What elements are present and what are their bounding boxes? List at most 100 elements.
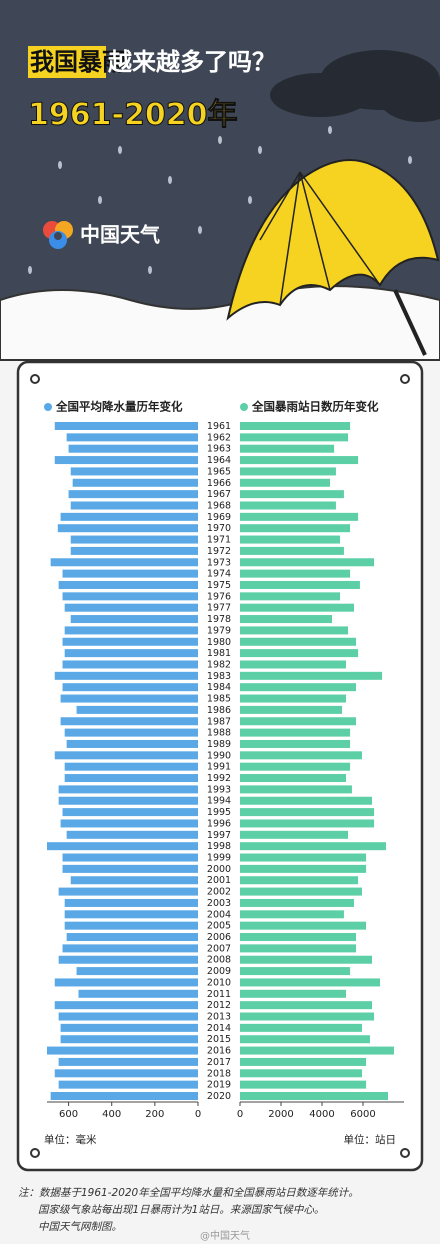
year-label: 1974: [207, 569, 231, 580]
unit-label: 单位：站日: [344, 1133, 397, 1146]
bar: [240, 535, 341, 544]
year-label: 2007: [207, 943, 231, 954]
year-label: 2000: [207, 864, 231, 875]
year-label: 1978: [207, 614, 231, 625]
bar: [240, 955, 373, 964]
bar: [240, 933, 357, 942]
umbrella-handle: [393, 289, 427, 356]
year-label: 1967: [207, 489, 231, 500]
bar: [240, 671, 383, 680]
bar: [64, 762, 198, 771]
bar: [60, 819, 199, 828]
bar: [54, 1001, 198, 1010]
bar: [240, 864, 367, 873]
legend-marker: [44, 403, 52, 411]
bar: [54, 751, 198, 760]
bar: [60, 1035, 199, 1044]
bar: [54, 456, 198, 465]
bar: [240, 1046, 394, 1055]
footnote: 中国天气网制图。: [38, 1221, 122, 1233]
year-label: 1997: [207, 830, 231, 841]
bar: [240, 467, 336, 476]
bar: [240, 444, 335, 453]
bar: [54, 671, 198, 680]
bar: [240, 774, 346, 783]
bar: [68, 444, 198, 453]
logo-icon: [43, 221, 73, 249]
bar: [240, 660, 346, 669]
year-label: 2013: [207, 1012, 231, 1023]
bar: [240, 842, 386, 851]
bar: [240, 546, 344, 555]
ground-wave: [0, 285, 440, 361]
year-label: 1996: [207, 818, 231, 829]
bar: [76, 705, 198, 714]
year-label: 1962: [207, 432, 231, 443]
bar: [240, 694, 346, 703]
year-label: 1980: [207, 637, 231, 648]
unit-label: 单位：毫米: [44, 1133, 97, 1146]
bar: [58, 955, 198, 964]
legend-label: 全国平均降水量历年变化: [55, 400, 183, 414]
year-label: 2018: [207, 1068, 231, 1079]
bar: [240, 717, 357, 726]
x-tick-label: 0: [237, 1109, 243, 1120]
bar: [240, 739, 351, 748]
year-label: 1984: [207, 682, 231, 693]
year-label: 1964: [207, 455, 231, 466]
bar: [240, 569, 351, 578]
bar: [54, 978, 198, 987]
x-tick-label: 0: [195, 1109, 201, 1120]
year-label: 2015: [207, 1034, 231, 1045]
bar: [58, 580, 198, 589]
year-label: 1994: [207, 796, 231, 807]
bar: [240, 705, 343, 714]
bar: [240, 637, 357, 646]
bar: [240, 898, 354, 907]
bar: [66, 739, 198, 748]
title-highlight: 我国暴雨: [30, 48, 126, 76]
year-label: 2004: [207, 909, 231, 920]
bar: [64, 898, 198, 907]
bar: [240, 1012, 375, 1021]
x-tick-label: 200: [145, 1109, 164, 1120]
bar: [240, 433, 349, 442]
bar: [60, 694, 199, 703]
bar: [62, 944, 198, 953]
footnote: 注：数据基于1961-2020年全国平均降水量和全国暴雨站日数逐年统计。: [18, 1187, 359, 1199]
bar: [50, 1092, 198, 1100]
year-label: 2008: [207, 955, 231, 966]
bar: [66, 433, 198, 442]
bar: [240, 422, 351, 430]
year-label: 1975: [207, 580, 231, 591]
watermark: @中国天气: [200, 1229, 250, 1242]
bar: [62, 569, 198, 578]
title: 越来越多了吗？: [108, 48, 276, 76]
bar: [58, 796, 198, 805]
bar: [240, 512, 359, 521]
year-label: 2019: [207, 1080, 231, 1091]
year-label: 1963: [207, 444, 231, 455]
year-label: 2014: [207, 1023, 231, 1034]
bar: [240, 1080, 367, 1089]
x-tick-label: 4000: [309, 1109, 334, 1120]
bar: [64, 774, 198, 783]
bar: [54, 422, 198, 430]
bar: [62, 853, 198, 862]
bar: [240, 1069, 362, 1078]
bar: [47, 1046, 198, 1055]
bar: [60, 717, 199, 726]
x-tick-label: 400: [102, 1109, 121, 1120]
year-label: 1965: [207, 466, 231, 477]
year-label: 1981: [207, 648, 231, 659]
year-label: 1986: [207, 705, 231, 716]
year-label: 1961: [207, 421, 231, 432]
year-label: 2016: [207, 1046, 231, 1057]
bar: [240, 887, 362, 896]
bar: [54, 1069, 198, 1078]
bar: [240, 921, 367, 930]
bar: [240, 501, 336, 510]
bar: [240, 808, 375, 817]
